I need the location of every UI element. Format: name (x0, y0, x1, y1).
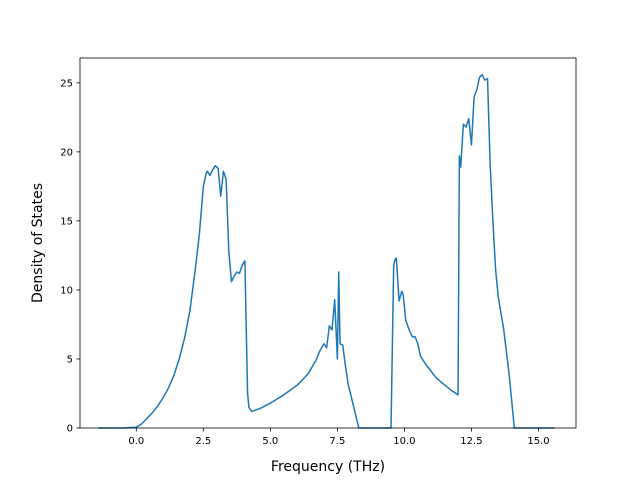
dos-series-line (98, 73, 555, 429)
series-layer (98, 73, 555, 429)
y-tick-label: 5 (67, 354, 73, 365)
y-tick-label: 20 (60, 147, 73, 158)
y-tick-label: 0 (67, 424, 73, 435)
y-tick-label: 15 (60, 216, 73, 227)
x-tick-label: 15.0 (527, 436, 549, 447)
y-tick-label: 10 (60, 285, 73, 296)
x-tick-label: 12.5 (460, 436, 482, 447)
y-axis-ticks: 0 5 10 15 20 25 (60, 78, 80, 435)
x-tick-label: 7.5 (329, 436, 345, 447)
x-tick-label: 5.0 (262, 436, 278, 447)
plot-frame (79, 57, 577, 429)
x-tick-label: 0.0 (128, 436, 144, 447)
x-tick-label: 2.5 (195, 436, 211, 447)
y-axis-label: Density of States (30, 183, 46, 303)
x-tick-label: 10.0 (393, 436, 415, 447)
y-tick-label: 25 (60, 78, 73, 89)
x-axis-ticks: 0.0 2.5 5.0 7.5 10.0 12.5 15.0 (128, 428, 550, 447)
x-axis-label: Frequency (THz) (271, 459, 385, 475)
plot-area-background (80, 58, 576, 428)
